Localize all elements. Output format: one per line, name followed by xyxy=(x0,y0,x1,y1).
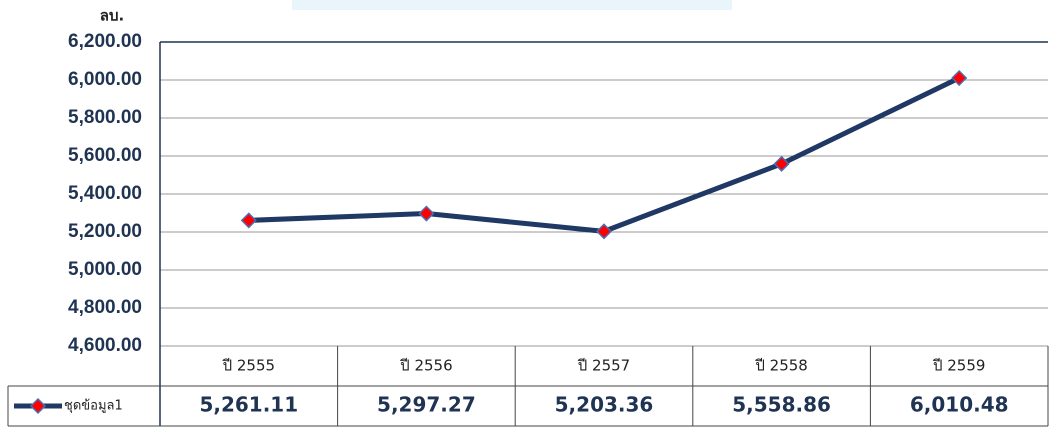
y-tick-label: 5,000.00 xyxy=(68,259,142,280)
x-tick-label: ปี 2555 xyxy=(222,357,275,375)
marker xyxy=(951,69,968,87)
y-tick-label: 5,600.00 xyxy=(68,145,142,166)
y-unit: ลบ. xyxy=(100,7,124,25)
table-value: 5,261.11 xyxy=(199,393,298,417)
marker xyxy=(595,223,613,240)
legend-marker xyxy=(29,397,47,415)
x-tick-label: ปี 2558 xyxy=(754,357,807,375)
series-line xyxy=(248,75,961,234)
table-value: 5,203.36 xyxy=(555,393,654,417)
y-tick-label: 5,200.00 xyxy=(68,221,142,242)
table-value: 6,010.48 xyxy=(910,393,1009,417)
y-tick-label: 6,000.00 xyxy=(68,69,142,90)
marker xyxy=(240,212,257,229)
y-tick-label: 4,800.00 xyxy=(68,297,142,318)
table-value: 5,297.27 xyxy=(377,393,476,417)
legend-label: ชุดข้อมูล1 xyxy=(64,399,123,414)
marker xyxy=(418,205,435,222)
y-tick-label: 5,800.00 xyxy=(68,107,142,128)
y-tick-label: 4,600.00 xyxy=(68,335,142,356)
marker xyxy=(773,155,790,172)
x-tick-label: ปี 2559 xyxy=(932,357,985,375)
x-tick-label: ปี 2557 xyxy=(577,357,630,375)
y-tick-label: 5,400.00 xyxy=(68,183,142,204)
table-value: 5,558.86 xyxy=(732,393,831,417)
decor-bar xyxy=(292,0,732,10)
y-tick-label: 6,200.00 xyxy=(68,31,142,52)
x-tick-label: ปี 2556 xyxy=(399,357,452,375)
